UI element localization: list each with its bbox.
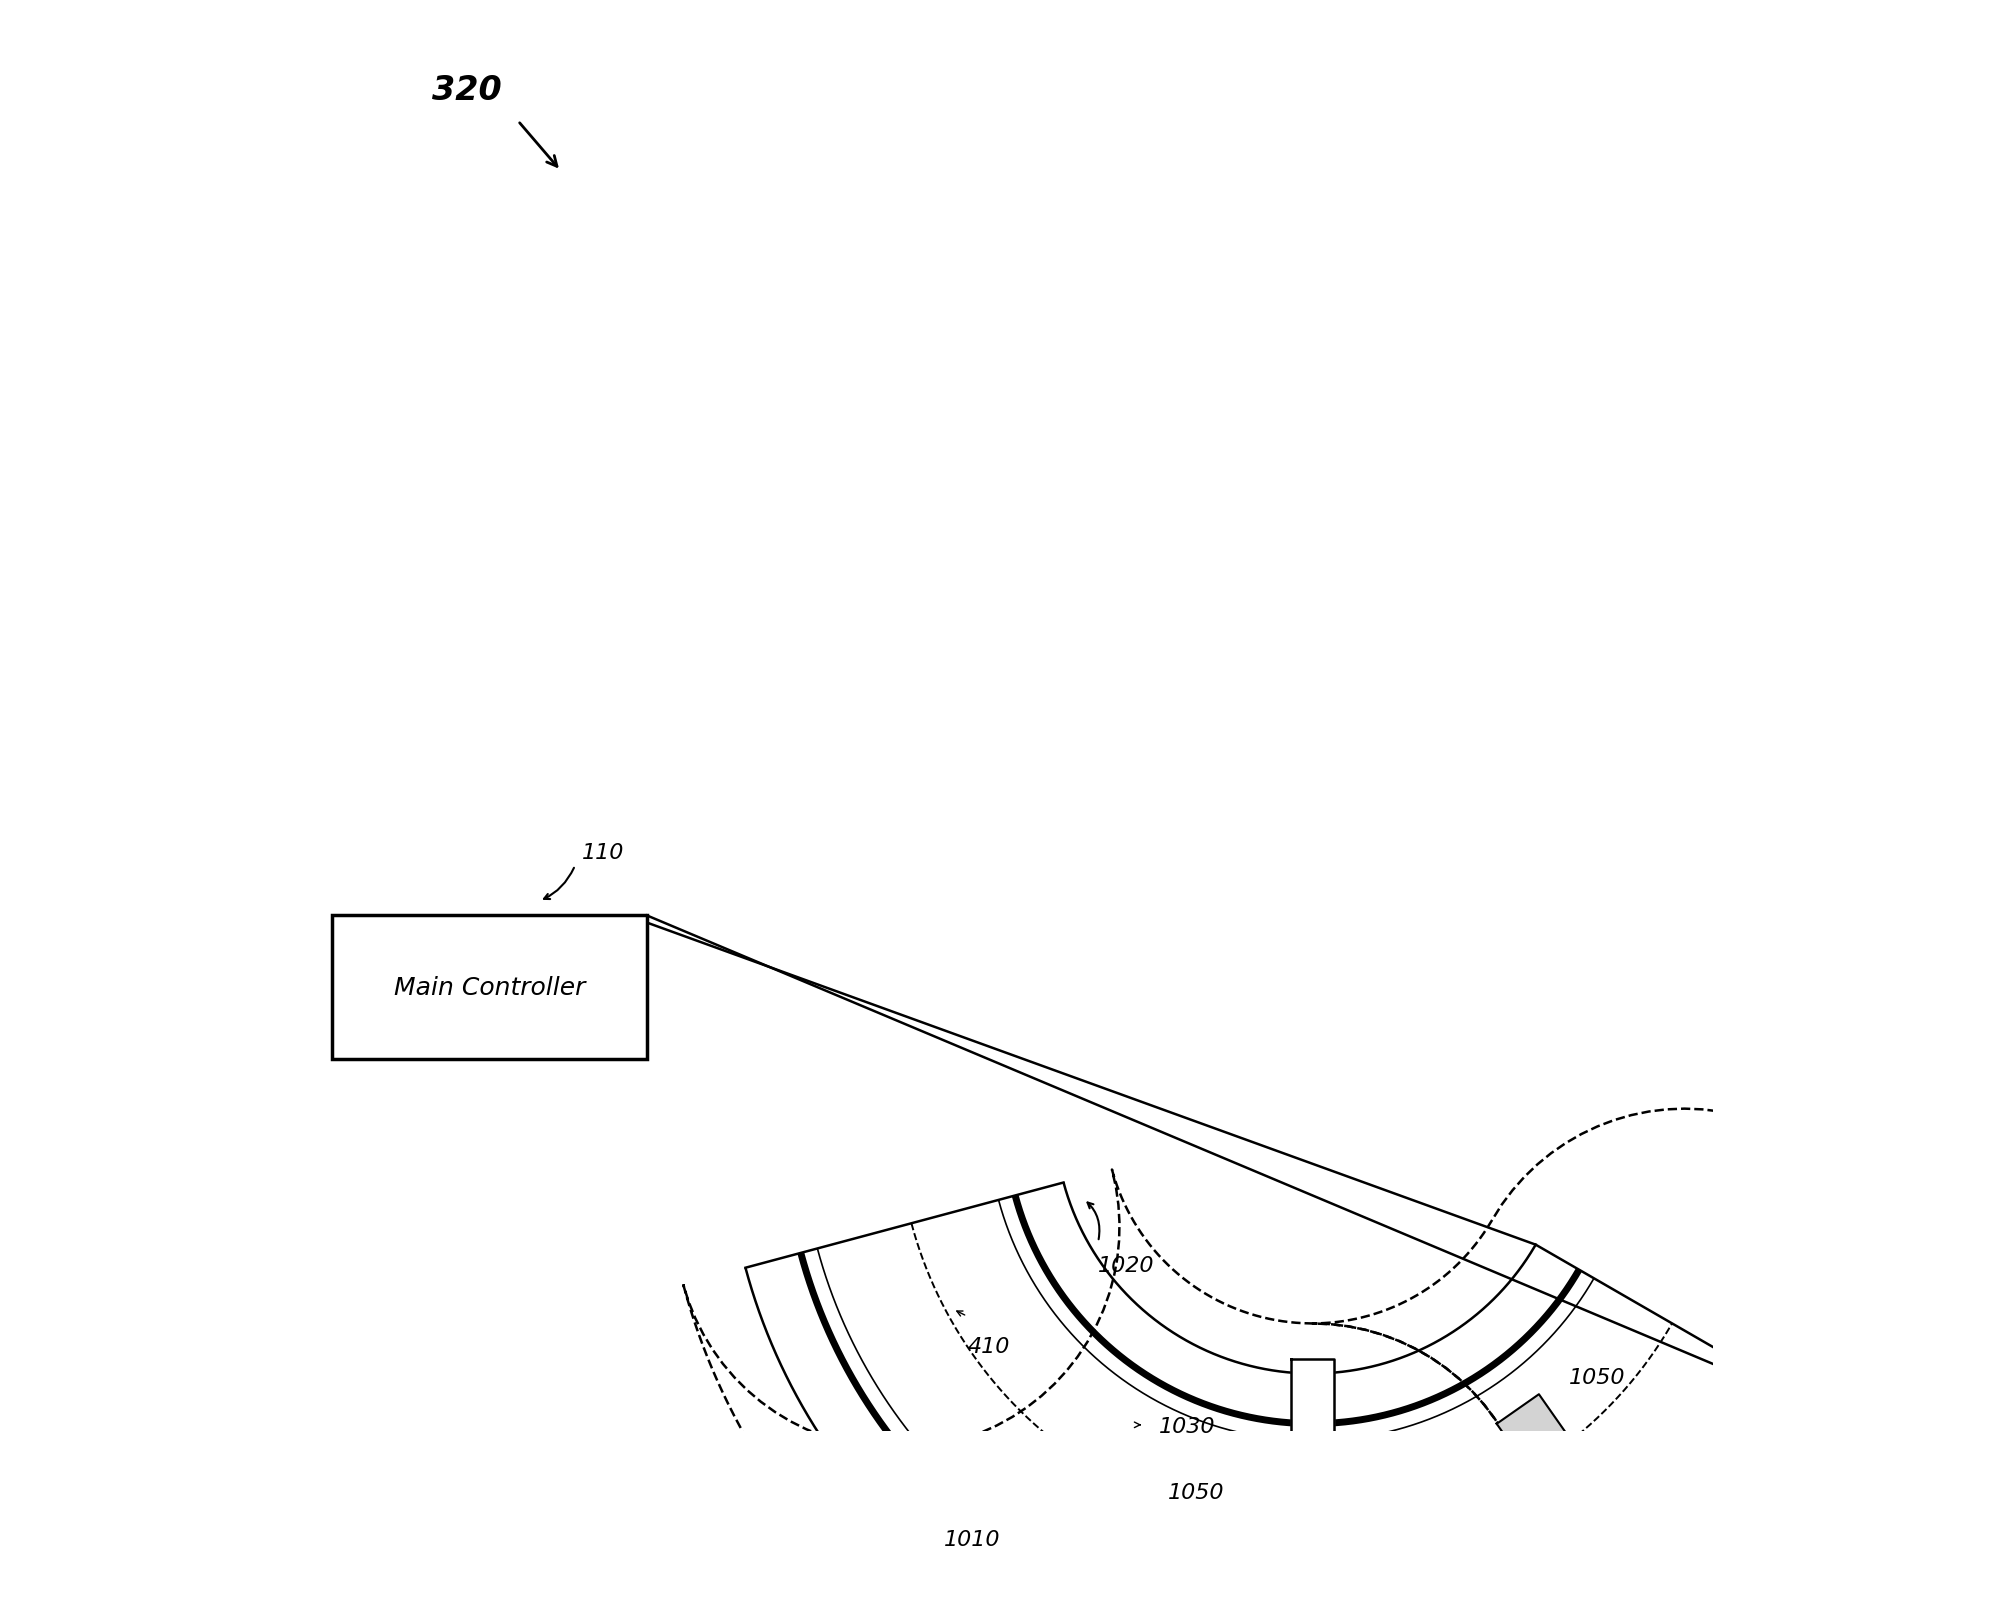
Text: 1050: 1050	[1570, 1368, 1626, 1387]
Text: Main Controller: Main Controller	[393, 975, 585, 1000]
Polygon shape	[1496, 1395, 1612, 1530]
Text: 320: 320	[433, 74, 501, 108]
Polygon shape	[1291, 1360, 1335, 1607]
Text: 1010: 1010	[944, 1530, 999, 1549]
Text: 1020: 1020	[1097, 1255, 1155, 1274]
Text: 1050: 1050	[1167, 1482, 1225, 1503]
Polygon shape	[1219, 1467, 1289, 1602]
Text: 1030: 1030	[1159, 1416, 1215, 1437]
Text: 410: 410	[968, 1335, 1009, 1356]
Text: 110: 110	[583, 842, 624, 863]
FancyBboxPatch shape	[331, 916, 646, 1059]
